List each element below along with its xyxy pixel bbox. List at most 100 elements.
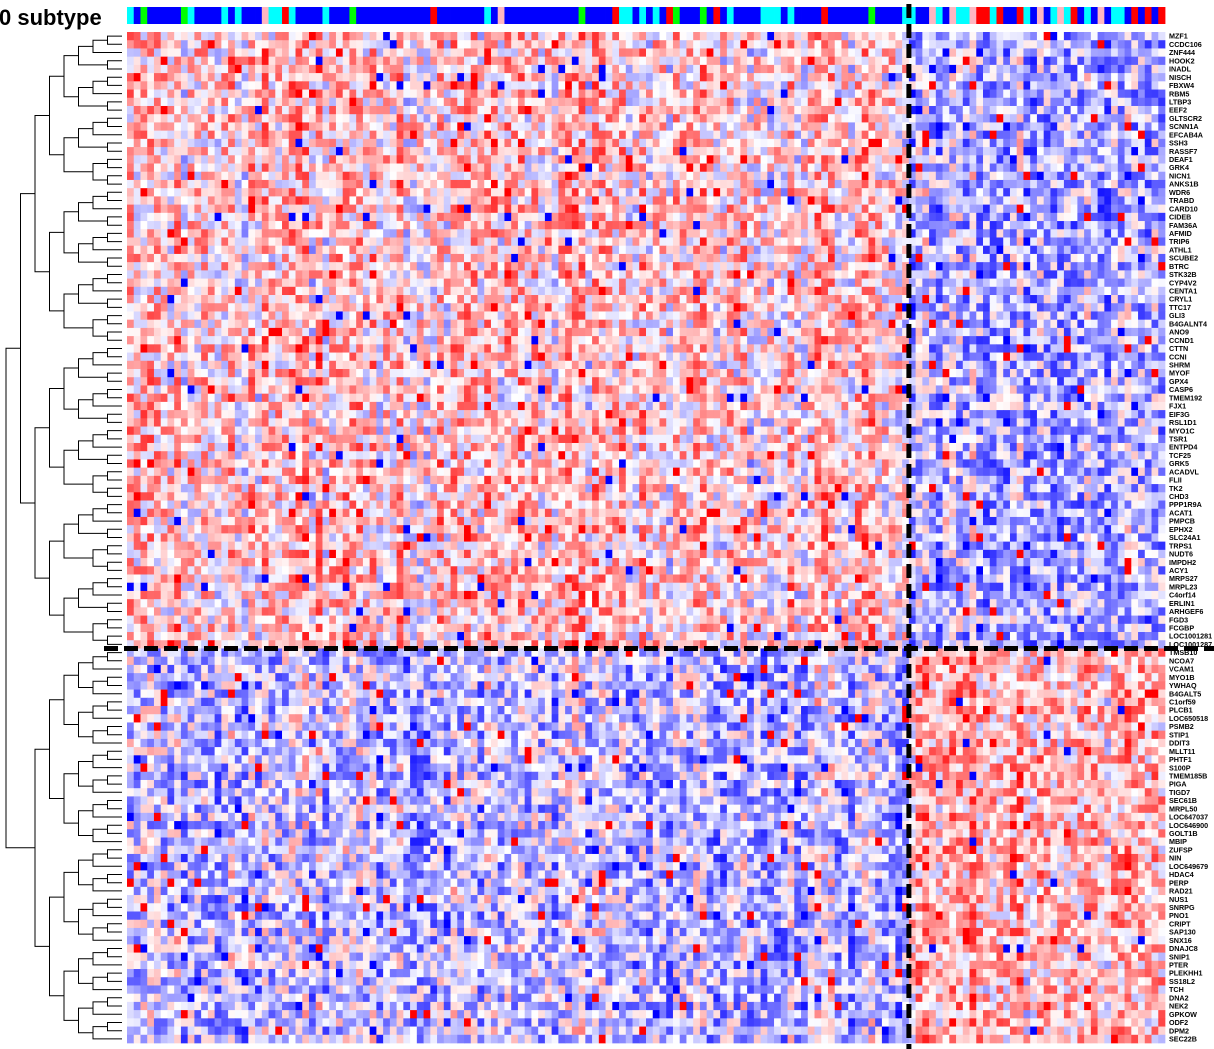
heatmap-cell (1043, 245, 1051, 255)
heatmap-cell (194, 286, 202, 296)
heatmap-cell (726, 40, 734, 49)
heatmap-cell (868, 89, 876, 99)
heatmap-cell (942, 270, 950, 279)
heatmap-cell (201, 212, 209, 222)
heatmap-cell (302, 32, 310, 41)
heatmap-cell (1030, 179, 1038, 189)
heatmap-cell (221, 32, 229, 41)
heatmap-cell (713, 105, 721, 115)
heatmap-cell (302, 196, 310, 205)
heatmap-cell (349, 163, 357, 173)
heatmap-cell (1117, 73, 1125, 82)
heatmap-cell (834, 270, 842, 279)
heatmap-cell (989, 73, 997, 82)
heatmap-cell (996, 278, 1004, 288)
heatmap-cell (396, 212, 404, 222)
heatmap-cell (329, 56, 337, 66)
heatmap-cell (612, 105, 620, 115)
heatmap-cell (1070, 196, 1078, 205)
heatmap-cell (693, 138, 701, 148)
heatmap-cell (848, 64, 856, 74)
heatmap-cell (322, 105, 330, 115)
heatmap-cell (605, 73, 613, 82)
heatmap-cell (1016, 130, 1024, 140)
heatmap-cell (659, 204, 667, 214)
heatmap-cell (268, 48, 276, 58)
heatmap-cell (430, 89, 438, 99)
heatmap-cell (706, 147, 714, 156)
heatmap-cell (652, 73, 660, 82)
annotation-cell (753, 7, 761, 24)
annotation-cell (396, 7, 404, 24)
heatmap-cell (794, 48, 802, 58)
heatmap-cell (1131, 196, 1139, 205)
heatmap-cell (383, 253, 391, 263)
heatmap-cell (531, 73, 539, 82)
heatmap-cell (652, 64, 660, 74)
heatmap-cell (929, 237, 937, 247)
heatmap-cell (437, 286, 445, 296)
heatmap-cell (470, 73, 478, 82)
heatmap-cell (214, 89, 222, 99)
heatmap-cell (1131, 97, 1139, 107)
heatmap-cell (814, 105, 822, 115)
heatmap-cell (969, 237, 977, 247)
heatmap-cell (801, 270, 809, 279)
heatmap-cell (214, 40, 222, 49)
heatmap-cell (1124, 122, 1132, 131)
heatmap-cell (1097, 262, 1105, 271)
heatmap-cell (275, 32, 283, 41)
heatmap-cell (666, 278, 674, 288)
heatmap-cell (544, 97, 552, 107)
heatmap-cell (416, 245, 424, 255)
heatmap-cell (942, 32, 950, 41)
heatmap-cell (565, 163, 573, 173)
heatmap-cell (585, 122, 593, 131)
heatmap-cell (504, 204, 512, 214)
heatmap-cell (410, 114, 418, 123)
heatmap-cell (403, 81, 411, 90)
heatmap-cell (1158, 56, 1166, 66)
heatmap-cell (733, 147, 741, 156)
heatmap-cell (1124, 196, 1132, 205)
heatmap-cell (464, 286, 472, 296)
heatmap-cell (1009, 253, 1018, 263)
heatmap-cell (632, 196, 640, 205)
heatmap-cell (841, 105, 849, 115)
heatmap-cell (153, 97, 162, 107)
heatmap-cell (693, 40, 701, 49)
heatmap-cell (807, 130, 815, 140)
heatmap-cell (827, 229, 836, 238)
heatmap-cell (1151, 237, 1159, 247)
heatmap-cell (504, 122, 512, 131)
heatmap-cell (430, 245, 438, 255)
heatmap-cell (767, 196, 775, 205)
heatmap-cell (517, 188, 526, 197)
heatmap-cell (484, 286, 492, 296)
heatmap-cell (794, 32, 802, 41)
heatmap-cell (349, 204, 357, 214)
heatmap-cell (1131, 270, 1139, 279)
heatmap-cell (1050, 155, 1058, 164)
heatmap-cell (848, 229, 856, 238)
heatmap-cell (1104, 97, 1112, 107)
heatmap-cell (672, 105, 681, 115)
heatmap-cell (511, 105, 519, 115)
heatmap-cell (861, 114, 869, 123)
heatmap-cell (1043, 40, 1051, 49)
heatmap-cell (672, 155, 681, 164)
heatmap-cell (511, 179, 519, 189)
heatmap-cell (713, 32, 721, 41)
heatmap-cell (1084, 48, 1092, 58)
heatmap-cell (996, 262, 1004, 271)
heatmap-cell (275, 73, 283, 82)
heatmap-cell (787, 122, 795, 131)
heatmap-cell (834, 278, 842, 288)
heatmap-cell (612, 229, 620, 238)
heatmap-cell (774, 138, 782, 148)
heatmap-cell (740, 97, 748, 107)
heatmap-cell (369, 245, 377, 255)
heatmap-cell (167, 40, 175, 49)
annotation-cell (632, 7, 640, 24)
heatmap-cell (282, 147, 290, 156)
